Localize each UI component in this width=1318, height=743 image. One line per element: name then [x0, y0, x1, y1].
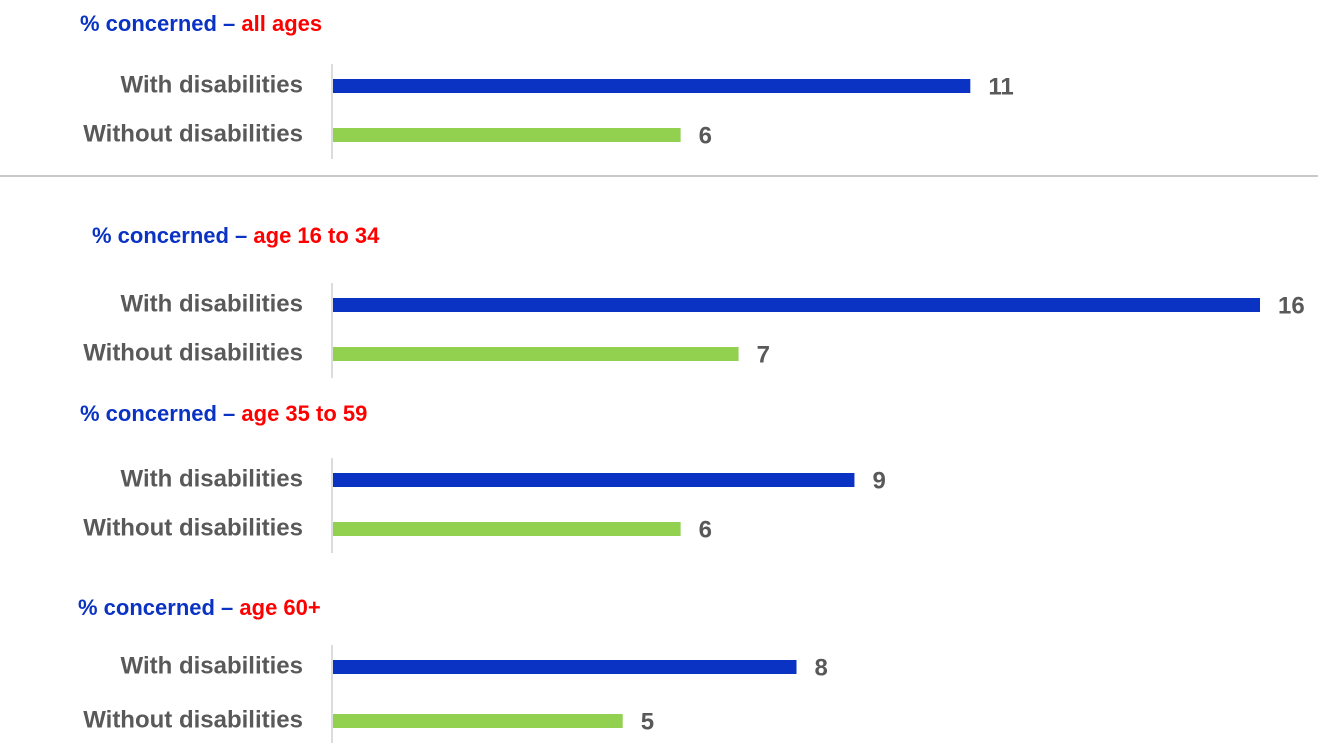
bar [333, 298, 1260, 312]
bar [333, 522, 681, 536]
title-highlight: all ages [241, 11, 322, 36]
bar [333, 79, 971, 93]
category-label: With disabilities [121, 465, 303, 492]
bar [333, 347, 739, 361]
value-label: 7 [757, 341, 770, 368]
title-highlight: age 16 to 34 [253, 223, 380, 248]
title-main: % concerned – [78, 595, 233, 620]
value-label: 9 [872, 467, 885, 494]
chart-title: % concerned – age 60+ [78, 595, 321, 620]
category-label: Without disabilities [83, 706, 303, 733]
bar [333, 128, 681, 142]
bar [333, 473, 855, 487]
title-main: % concerned – [92, 223, 247, 248]
bar [333, 660, 797, 674]
chart-title: % concerned – age 16 to 34 [92, 223, 380, 248]
title-highlight: age 35 to 59 [241, 401, 367, 426]
bar [333, 714, 623, 728]
title-main: % concerned – [80, 11, 235, 36]
value-label: 6 [699, 122, 712, 149]
value-label: 11 [988, 73, 1013, 100]
category-label: Without disabilities [83, 339, 303, 366]
chart-title: % concerned – all ages [80, 11, 322, 36]
category-label: With disabilities [121, 290, 303, 317]
value-label: 6 [699, 516, 712, 543]
category-label: Without disabilities [83, 514, 303, 541]
title-highlight: age 60+ [239, 595, 320, 620]
title-main: % concerned – [80, 401, 235, 426]
category-label: With disabilities [121, 652, 303, 679]
value-label: 8 [815, 654, 828, 681]
category-label: Without disabilities [83, 120, 303, 147]
category-label: With disabilities [121, 71, 303, 98]
value-label: 5 [641, 708, 654, 735]
value-label: 16 [1278, 292, 1305, 319]
chart-title: % concerned – age 35 to 59 [80, 401, 367, 426]
